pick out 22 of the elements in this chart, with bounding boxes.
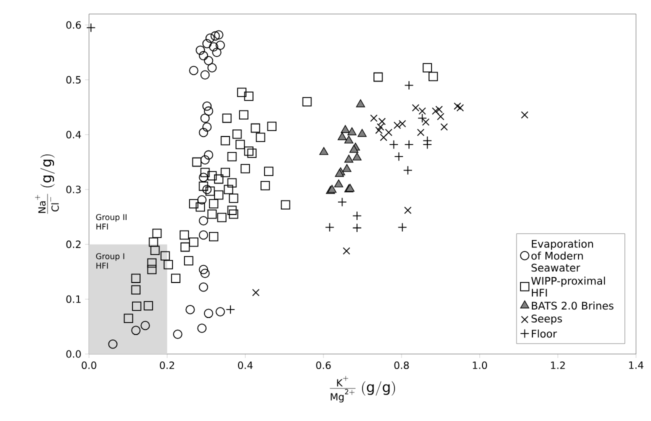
x-tick-label: 0.8 — [394, 361, 409, 370]
y-tick-label: 0.1 — [66, 295, 81, 303]
x-tick-label: 1.2 — [551, 361, 565, 369]
legend-label: Floor — [532, 330, 557, 338]
x-tick-label: 1.0 — [472, 361, 487, 370]
y-tick-label: 0.0 — [66, 350, 81, 358]
y-axis-title: $\frac{\mathrm{Na^{+}}}{\mathrm{Cl^{-}}}\;\mathrm{(g/g)}$ — [35, 154, 59, 214]
y-tick-label: 0.3 — [66, 186, 81, 194]
x-tick-label: 0.6 — [316, 361, 331, 370]
x-tick-label: 0.0 — [82, 361, 96, 370]
x-tick-label: 0.2 — [160, 361, 174, 370]
y-tick-label: 0.5 — [66, 76, 81, 84]
x-tick-label: 1.4 — [629, 362, 644, 369]
x-axis-title: $\frac{\mathrm{K^{+}}}{\mathrm{Mg^{2+}}}\;\mathrm{(g/g)}$ — [330, 376, 395, 402]
y-tick-label: 0.2 — [66, 240, 80, 248]
legend-label: Evaporation of Modern Seawater — [531, 240, 594, 272]
legend-label: Seeps — [532, 314, 562, 325]
legend-label: BATS 2.0 Brines — [532, 302, 614, 310]
y-tick-label: 0.6 — [66, 21, 81, 29]
legend-label: WIPP-proximal HFI — [531, 276, 605, 297]
y-tick-label: 0.4 — [66, 130, 81, 138]
x-tick-label: 0.4 — [238, 361, 253, 370]
